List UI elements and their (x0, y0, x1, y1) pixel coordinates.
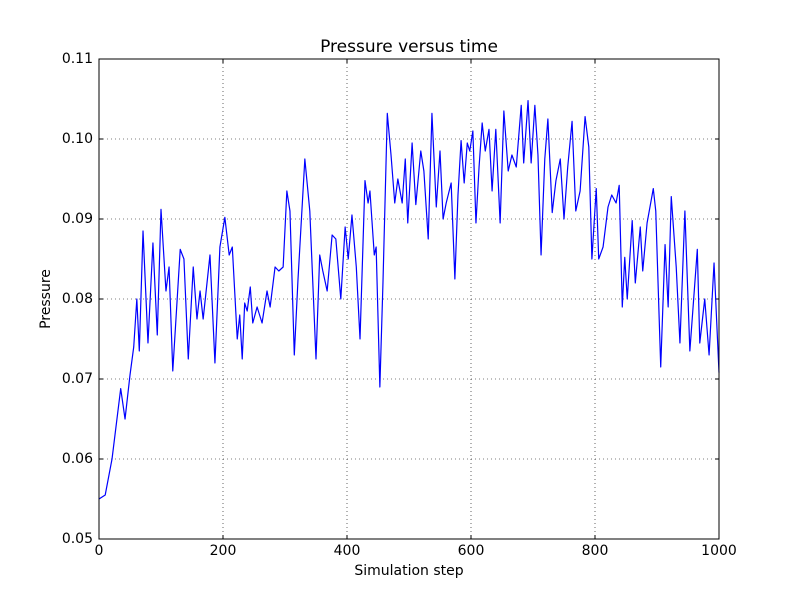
x-tick-label: 400 (334, 543, 361, 559)
y-tick-label: 0.07 (62, 371, 93, 387)
y-tick-label: 0.09 (62, 211, 93, 227)
x-tick-label: 800 (582, 543, 609, 559)
x-tick-label: 200 (210, 543, 237, 559)
y-tick-label: 0.06 (62, 451, 93, 467)
plot-frame (98, 58, 720, 540)
y-tick-label: 0.08 (62, 291, 93, 307)
plot (98, 100, 720, 500)
y-tick-label: 0.05 (62, 531, 93, 547)
x-axis-label: Simulation step (354, 563, 463, 579)
x-tick-label: 600 (458, 543, 485, 559)
x-tick-label: 0 (95, 543, 104, 559)
y-axis-label: Pressure (38, 269, 54, 329)
x-tick-label: 1000 (701, 543, 737, 559)
chart-title: Pressure versus time (320, 37, 498, 57)
data-line (98, 100, 720, 500)
y-tick-label: 0.10 (62, 131, 93, 147)
y-tick-label: 0.11 (62, 51, 93, 67)
